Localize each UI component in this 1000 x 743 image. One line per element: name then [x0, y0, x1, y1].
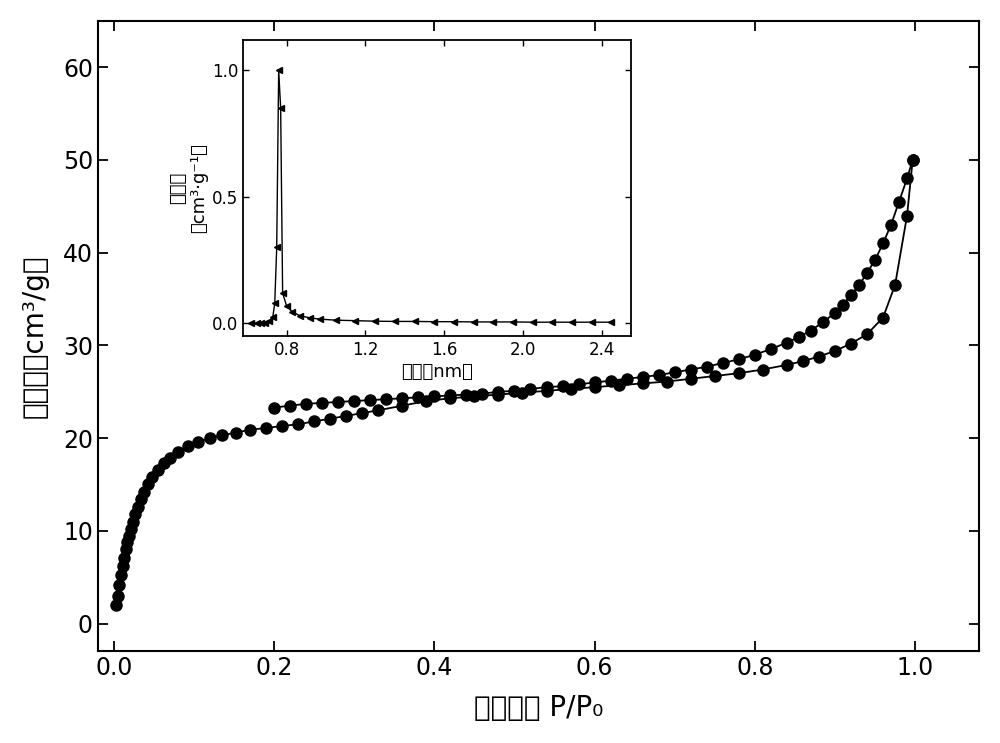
Y-axis label: 吸附量（cm³/g）: 吸附量（cm³/g）	[21, 254, 49, 418]
X-axis label: 相对压力 P/P₀: 相对压力 P/P₀	[474, 694, 603, 722]
